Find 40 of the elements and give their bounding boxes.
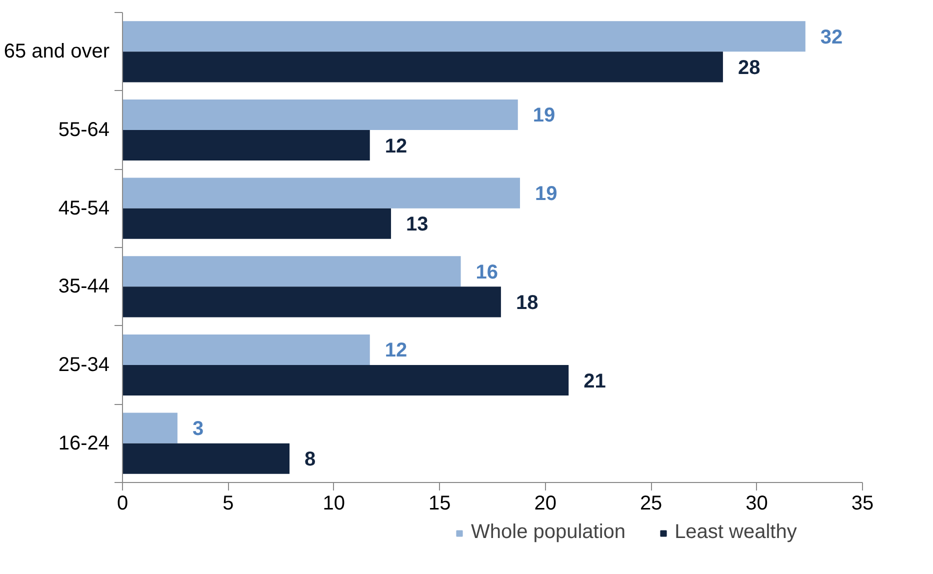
data-label: 12 — [384, 340, 408, 362]
x-tick-label: 30 — [746, 492, 768, 514]
data-label: 28 — [738, 56, 760, 79]
bar — [122, 256, 461, 287]
y-tick-label: 45-54 — [58, 197, 110, 220]
data-label: 3 — [192, 418, 204, 440]
x-tick-label: 10 — [322, 492, 346, 514]
bar — [122, 52, 723, 82]
x-tick-label: 25 — [640, 492, 662, 514]
y-tick-label: 16-24 — [58, 432, 110, 454]
data-label: 32 — [820, 26, 843, 48]
data-label: 8 — [304, 448, 316, 471]
x-tick-label: 0 — [116, 492, 128, 514]
data-label: 18 — [516, 292, 538, 314]
x-tick-label: 15 — [428, 492, 451, 514]
data-label: 16 — [476, 261, 498, 284]
bar — [122, 412, 178, 444]
data-label: 21 — [584, 370, 606, 392]
x-tick-label: 35 — [851, 492, 874, 514]
x-tick-label: 20 — [534, 492, 556, 514]
bar — [122, 443, 290, 474]
y-tick-label: 25-34 — [58, 354, 110, 376]
y-tick-label: 35-44 — [58, 276, 110, 298]
data-label: 13 — [406, 214, 428, 236]
bar — [122, 365, 569, 396]
bar — [122, 286, 501, 318]
legend-label: Least wealthy — [674, 521, 797, 544]
x-tick-label: 5 — [222, 492, 234, 514]
bar — [122, 21, 806, 52]
bar — [122, 208, 392, 239]
data-label: 19 — [532, 104, 556, 127]
y-tick-label: 65 and over — [4, 40, 110, 63]
data-label: 19 — [534, 183, 558, 206]
bar — [122, 130, 370, 161]
legend-label: Whole population — [471, 521, 626, 544]
bar — [122, 99, 518, 130]
y-tick-label: 55-64 — [58, 119, 110, 141]
bar — [122, 178, 520, 208]
bar — [122, 334, 370, 365]
data-label: 12 — [384, 135, 408, 158]
